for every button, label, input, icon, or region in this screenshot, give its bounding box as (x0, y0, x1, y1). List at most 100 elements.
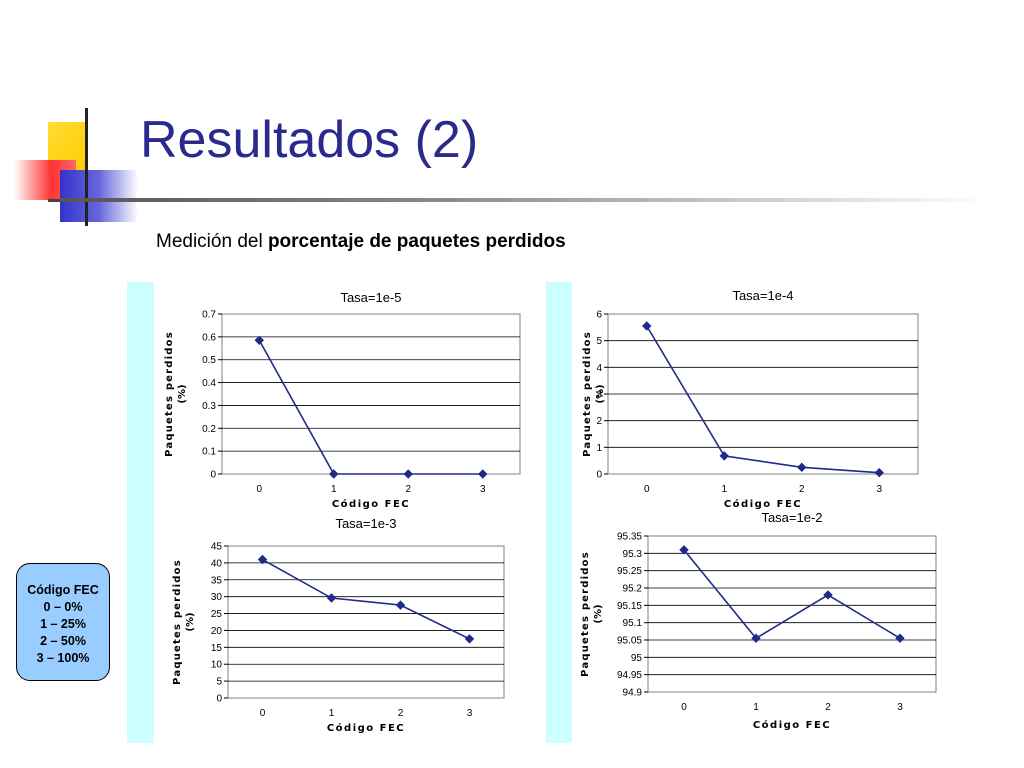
x-tick-label: 0 (681, 702, 687, 713)
legend-line-3: 2 – 50% (40, 634, 86, 648)
y-tick-label: 95.3 (623, 549, 643, 560)
y-tick-label: 30 (211, 592, 223, 603)
y-tick-label: 0.7 (202, 310, 216, 321)
x-axis-label: Código FEC (332, 498, 410, 510)
y-tick-label: 40 (211, 558, 223, 569)
plot-area (221, 313, 521, 475)
logo-blue-square (60, 170, 138, 222)
y-tick-label: 94.9 (623, 688, 643, 699)
y-tick-label: 1 (596, 443, 602, 454)
x-tick-label: 2 (398, 708, 404, 719)
y-tick-label: 3 (596, 390, 602, 401)
chart-svg-1: 0 1 2 3 4 5 6 0 1 2 3 Tasa=1e-4 Código FEC Paquetes p… (582, 288, 919, 510)
y-tick-label: 95.25 (617, 566, 642, 577)
legend-line-1: 0 – 0% (43, 600, 83, 614)
x-tick-label: 1 (753, 702, 759, 713)
right-cyan-band (546, 282, 572, 743)
slide-subtitle: Medición del porcentaje de paquetes perd… (156, 231, 566, 253)
data-point (823, 590, 833, 600)
x-tick-label: 0 (644, 484, 650, 495)
y-axis-label-unit: (%) (595, 384, 606, 403)
y-tick-label: 95.05 (617, 636, 642, 647)
x-tick-label: 1 (721, 484, 727, 495)
legend-line-0: Código FEC (27, 583, 99, 597)
data-point (679, 545, 689, 555)
x-tick-label: 1 (329, 708, 335, 719)
y-tick-label: 6 (596, 310, 602, 321)
chart-tasa-1e-3: 0 5 10 15 20 25 30 35 40 45 0 1 2 3 Tasa=1e-3 Código FE… (164, 512, 514, 740)
y-tick-label: 4 (596, 363, 602, 374)
legend-line-2: 1 – 25% (40, 617, 86, 631)
series-line (683, 549, 901, 640)
y-axis-label-unit: (%) (177, 384, 188, 403)
y-tick-label: 20 (211, 626, 223, 637)
y-tick-label: 94.95 (617, 670, 642, 681)
data-point (642, 321, 652, 331)
y-axis-label: Paquetes perdidos (164, 331, 175, 457)
y-tick-label: 5 (216, 677, 222, 688)
subtitle-bold-text: porcentaje de paquetes perdidos (267, 231, 566, 252)
data-point (751, 633, 761, 643)
data-point (403, 469, 413, 479)
y-axis-label: Paquetes perdidos (580, 551, 591, 677)
logo-vertical-line (85, 108, 88, 226)
y-axis-label: Paquetes perdidos (582, 331, 593, 457)
x-axis-label: Código FEC (327, 722, 405, 734)
chart-tasa-1e-4: 0 1 2 3 4 5 6 0 1 2 3 Tasa=1e-4 Código FEC Paquetes p… (572, 284, 930, 514)
x-tick-label: 3 (897, 702, 903, 713)
slide-title: Resultados (2) (140, 111, 479, 169)
y-tick-label: 5 (596, 336, 602, 347)
data-point (257, 554, 268, 565)
y-tick-label: 0.4 (202, 378, 216, 389)
y-axis-label-unit: (%) (185, 612, 196, 631)
chart-tasa-1e-5: 0 0.1 0.2 0.3 0.4 0.5 0.6 0.7 0 1 2 3 Tasa=1e-5 Códig… (154, 284, 530, 514)
y-tick-label: 0.3 (202, 401, 216, 412)
y-tick-label: 45 (211, 542, 223, 553)
y-tick-label: 35 (211, 575, 223, 586)
subtitle-normal-text: Medición del (156, 231, 268, 252)
series-line (646, 325, 880, 474)
data-point (254, 335, 264, 345)
data-point (329, 469, 339, 479)
x-tick-label: 0 (260, 708, 266, 719)
y-tick-label: 25 (211, 609, 223, 620)
y-tick-label: 95.35 (617, 532, 642, 543)
y-tick-label: 0 (210, 470, 216, 481)
x-tick-label: 3 (876, 484, 882, 495)
y-axis-label: Paquetes perdidos (172, 559, 183, 685)
y-tick-label: 0.2 (202, 424, 216, 435)
data-point (719, 451, 729, 461)
y-tick-label: 15 (211, 643, 223, 654)
y-tick-label: 95 (631, 653, 643, 664)
y-tick-label: 95.1 (623, 618, 643, 629)
data-point (326, 593, 337, 603)
fec-code-legend: Código FEC 0 – 0% 1 – 25% 2 – 50% 3 – 10… (16, 563, 110, 681)
plot-area (647, 535, 937, 693)
y-tick-label: 95.2 (623, 584, 643, 595)
x-tick-label: 2 (799, 484, 805, 495)
chart-title: Tasa=1e-5 (340, 290, 401, 305)
x-tick-label: 3 (467, 708, 473, 719)
data-point (478, 469, 488, 479)
series-line (262, 558, 470, 640)
x-tick-label: 2 (825, 702, 831, 713)
x-tick-label: 0 (256, 484, 262, 495)
y-tick-label: 95.15 (617, 601, 642, 612)
legend-line-4: 3 – 100% (36, 651, 90, 665)
x-tick-label: 1 (331, 484, 337, 495)
chart-title: Tasa=1e-4 (732, 288, 793, 303)
data-point (874, 467, 884, 478)
y-tick-label: 0.5 (202, 355, 216, 366)
y-axis-label-unit: (%) (593, 604, 604, 623)
title-underline (60, 198, 990, 202)
data-point (464, 634, 475, 644)
chart-title: Tasa=1e-3 (335, 516, 396, 531)
y-tick-label: 0.1 (202, 447, 216, 458)
y-tick-label: 0 (596, 470, 602, 481)
left-cyan-band (127, 282, 154, 743)
chart-svg-3: 94.9 94.95 95 95.05 95.1 95.15 95.2 95.25 95.3 95… (580, 512, 937, 731)
x-tick-label: 2 (405, 484, 411, 495)
y-tick-label: 10 (211, 660, 223, 671)
y-tick-label: 0.6 (202, 332, 216, 343)
x-axis-label: Código FEC (724, 498, 802, 510)
